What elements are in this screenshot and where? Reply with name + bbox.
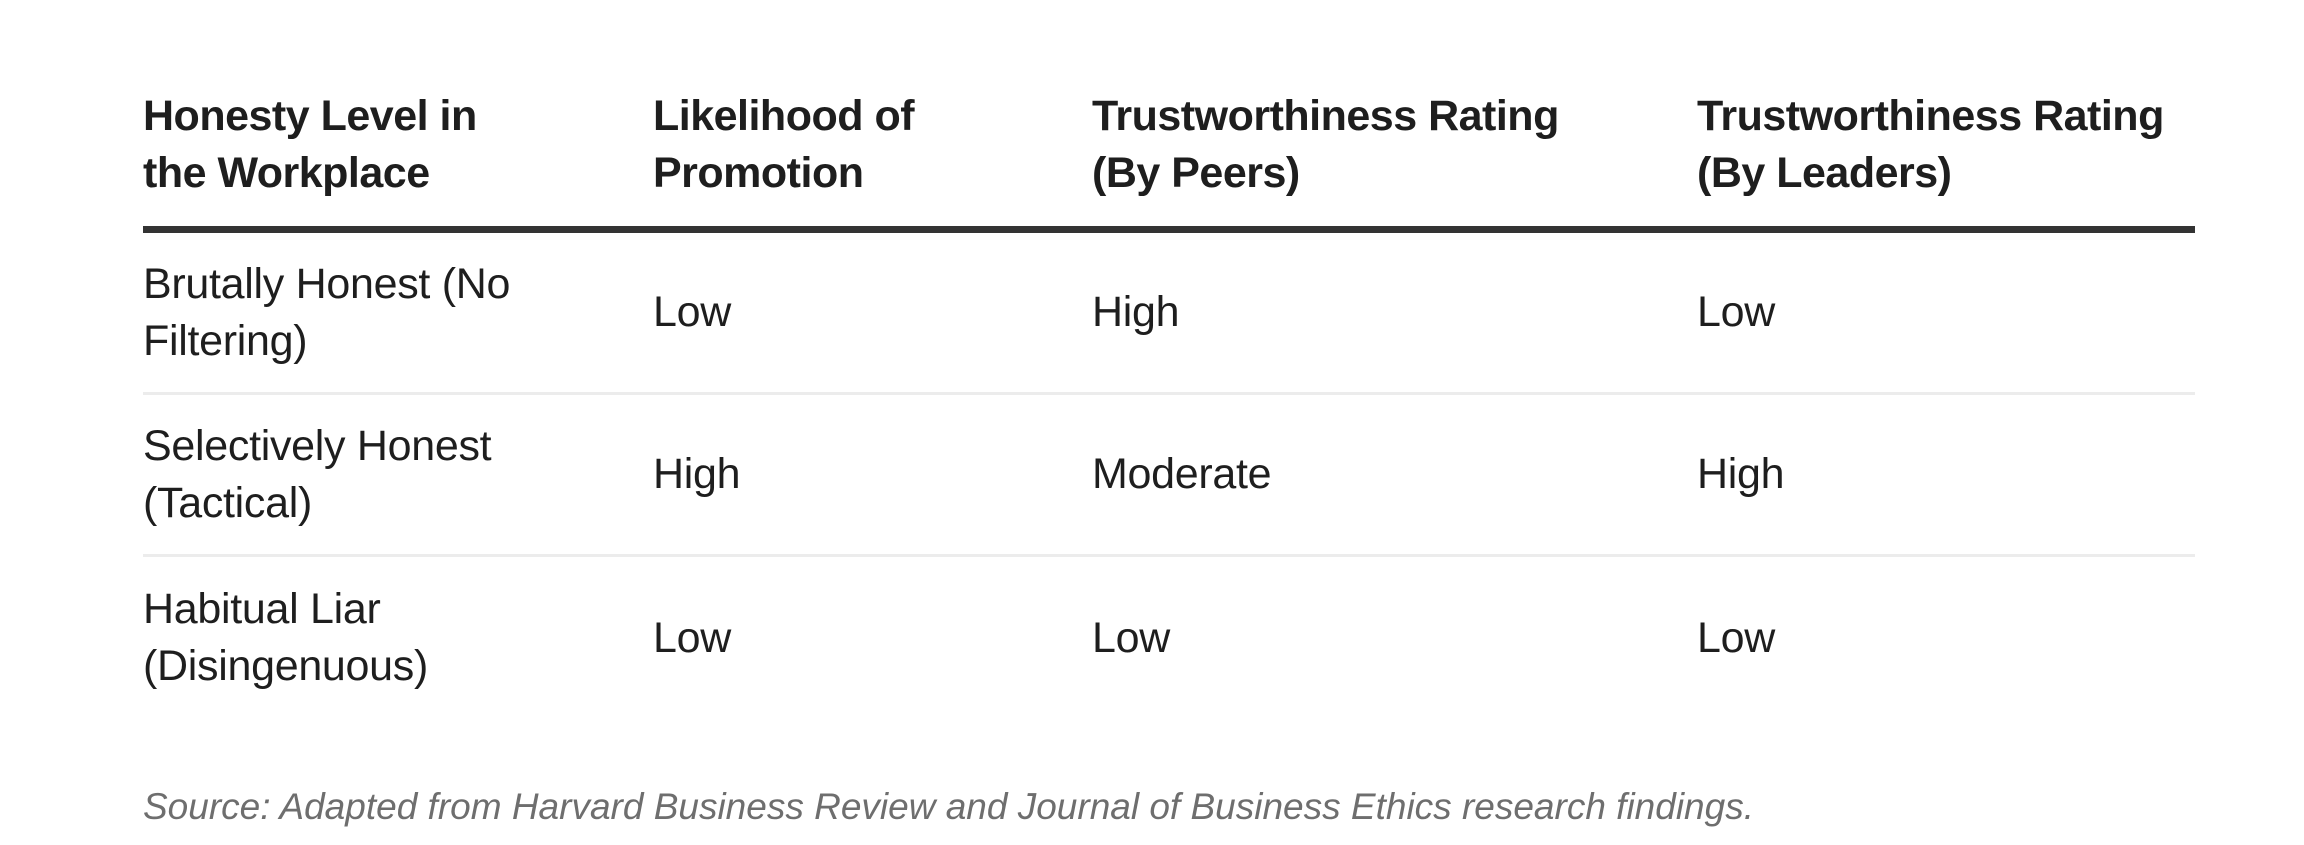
source-note: Source: Adapted from Harvard Business Re… xyxy=(143,786,1754,827)
row-label: Habitual Liar (Disingenuous) xyxy=(143,581,653,695)
table-header-row: Honesty Level in the Workplace Likelihoo… xyxy=(143,0,2195,233)
row-label-line: Brutally Honest (No xyxy=(143,259,511,308)
header-line: Honesty Level in xyxy=(143,92,477,140)
table-row-selectively-honest: Selectively Honest (Tactical) High Moder… xyxy=(143,395,2195,557)
row-label-line: Filtering) xyxy=(143,316,308,365)
cell-trust-rating-leaders: High xyxy=(1697,450,1785,498)
row-label-line: (Disingenuous) xyxy=(143,642,429,690)
row-label-line: Habitual Liar xyxy=(143,585,381,633)
column-header-trustworthiness-leaders: Trustworthiness Rating (By Leaders) xyxy=(1697,88,2195,202)
header-line: the Workplace xyxy=(143,149,430,197)
header-line: (By Leaders) xyxy=(1697,149,1952,197)
honesty-comparison-table: Honesty Level in the Workplace Likelihoo… xyxy=(143,0,2195,719)
cell-trust-rating-leaders: Low xyxy=(1697,288,1775,336)
row-label: Selectively Honest (Tactical) xyxy=(143,418,653,532)
cell-promotion-likelihood: Low xyxy=(653,288,731,336)
row-label: Brutally Honest (No Filtering) xyxy=(143,256,653,370)
column-header-trustworthiness-peers: Trustworthiness Rating (By Peers) xyxy=(1092,88,1697,202)
row-label-line: (Tactical) xyxy=(143,478,313,527)
row-label-line: Selectively Honest xyxy=(143,421,492,470)
column-header-honesty-level: Honesty Level in the Workplace xyxy=(143,88,653,202)
table-row-habitual-liar: Habitual Liar (Disingenuous) Low Low Low xyxy=(143,557,2195,719)
cell-trust-rating-peers: Moderate xyxy=(1092,450,1272,498)
cell-trust-rating-peers: Low xyxy=(1092,613,1170,662)
column-header-likelihood-of-promotion: Likelihood of Promotion xyxy=(653,88,1092,202)
header-line: Trustworthiness Rating xyxy=(1092,92,1559,140)
cell-promotion-likelihood: High xyxy=(653,450,741,498)
header-line: Promotion xyxy=(653,149,864,197)
cell-trust-rating-leaders: Low xyxy=(1697,613,1775,662)
table-row-brutally-honest: Brutally Honest (No Filtering) Low High … xyxy=(143,233,2195,395)
header-line: (By Peers) xyxy=(1092,149,1300,197)
cell-trust-rating-peers: High xyxy=(1092,288,1180,336)
header-line: Likelihood of xyxy=(653,92,915,140)
header-line: Trustworthiness Rating xyxy=(1697,92,2164,140)
cell-promotion-likelihood: Low xyxy=(653,613,731,662)
